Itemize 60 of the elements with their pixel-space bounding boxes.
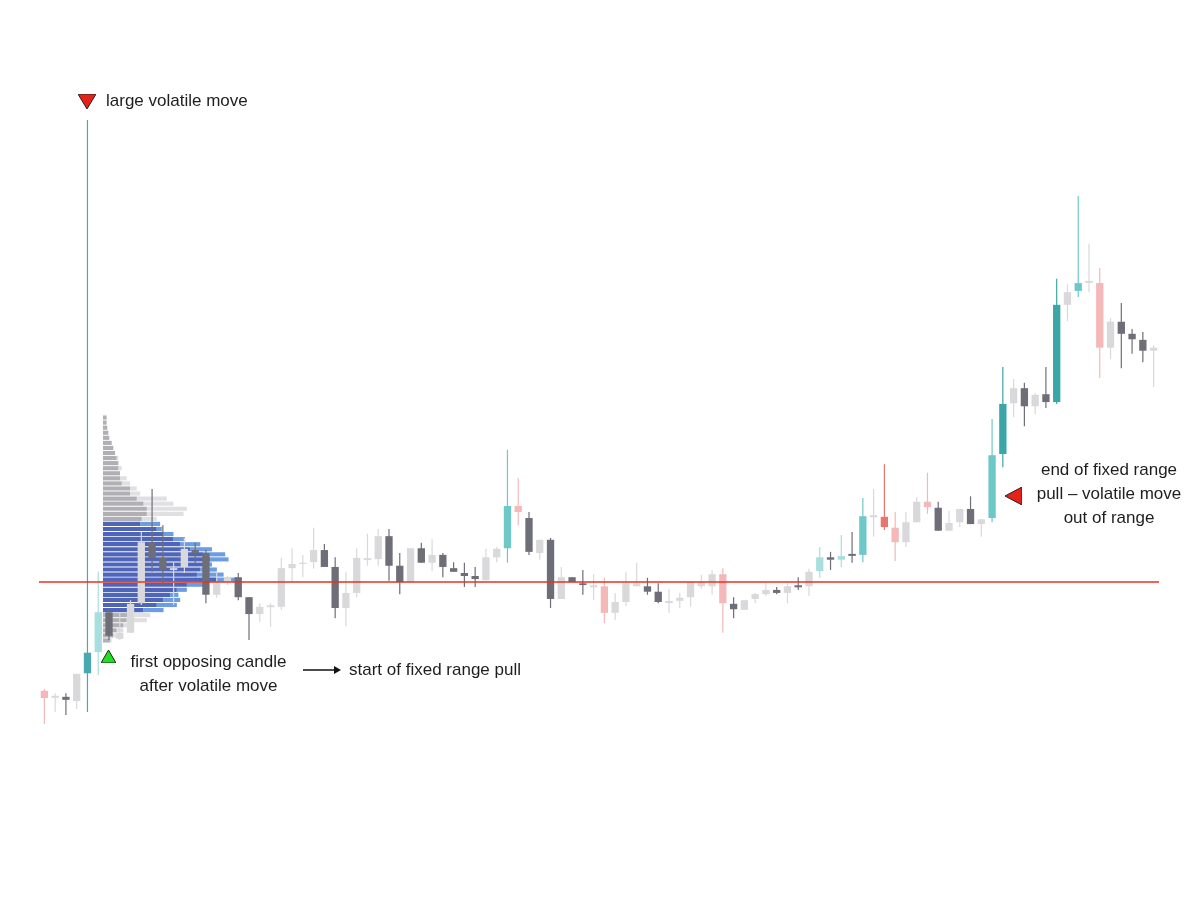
candlestick <box>1128 328 1136 355</box>
bar <box>103 450 116 456</box>
candlestick <box>374 528 382 567</box>
candlestick <box>1009 378 1018 418</box>
candlestick <box>1117 302 1125 369</box>
candlestick <box>1139 331 1147 363</box>
candlestick <box>50 692 60 713</box>
candlestick <box>439 552 447 578</box>
candlestick <box>471 566 479 588</box>
candlestick <box>342 571 350 627</box>
candlestick <box>847 531 857 564</box>
candlestick <box>180 537 189 574</box>
candlestick <box>945 510 953 532</box>
bar <box>103 445 114 451</box>
candlestick <box>1020 382 1029 427</box>
candlestick <box>256 602 264 623</box>
annotation: first opposing candle after volatile move <box>129 651 288 697</box>
candlestick <box>1149 344 1158 388</box>
candlestick <box>40 688 49 725</box>
candlestick <box>826 551 835 571</box>
candlestick <box>966 495 975 525</box>
candlestick <box>611 592 619 621</box>
candlestick <box>664 588 674 614</box>
candlestick <box>902 511 910 548</box>
candlestick <box>62 692 70 716</box>
candlestick <box>245 596 253 641</box>
candlestick <box>891 511 899 562</box>
candlestick <box>428 538 436 572</box>
candlestick <box>816 546 824 579</box>
candlestick <box>514 477 522 526</box>
candlestick <box>83 119 92 713</box>
bar <box>118 466 122 471</box>
candlestick <box>460 562 469 588</box>
candlestick <box>1063 283 1072 322</box>
candlestick <box>880 463 889 531</box>
annotation: end of fixed range pull – volatile move out of range <box>1035 459 1183 529</box>
candlestick <box>1031 392 1039 415</box>
bar <box>120 476 127 481</box>
text: large volatile move <box>106 90 249 112</box>
candlestick <box>913 496 921 523</box>
candlestick <box>213 571 221 599</box>
candlestick <box>320 543 329 568</box>
candlestick <box>417 542 425 564</box>
candlestick <box>288 547 296 583</box>
candlestick <box>1074 195 1082 298</box>
candlestick <box>837 534 845 568</box>
candlestick <box>762 582 770 597</box>
candlestick <box>579 569 587 596</box>
candlestick <box>191 542 199 565</box>
candlestick <box>654 582 662 604</box>
annotation: start of fixed range pull <box>349 659 522 681</box>
candlestick <box>1042 366 1050 409</box>
candlestick <box>482 548 490 581</box>
bar <box>163 531 174 537</box>
candlestick <box>783 582 792 604</box>
candlestick <box>309 527 318 570</box>
candlestick <box>934 501 942 532</box>
bar <box>103 455 117 461</box>
candlestick <box>622 571 630 607</box>
candlestick <box>1084 243 1094 293</box>
